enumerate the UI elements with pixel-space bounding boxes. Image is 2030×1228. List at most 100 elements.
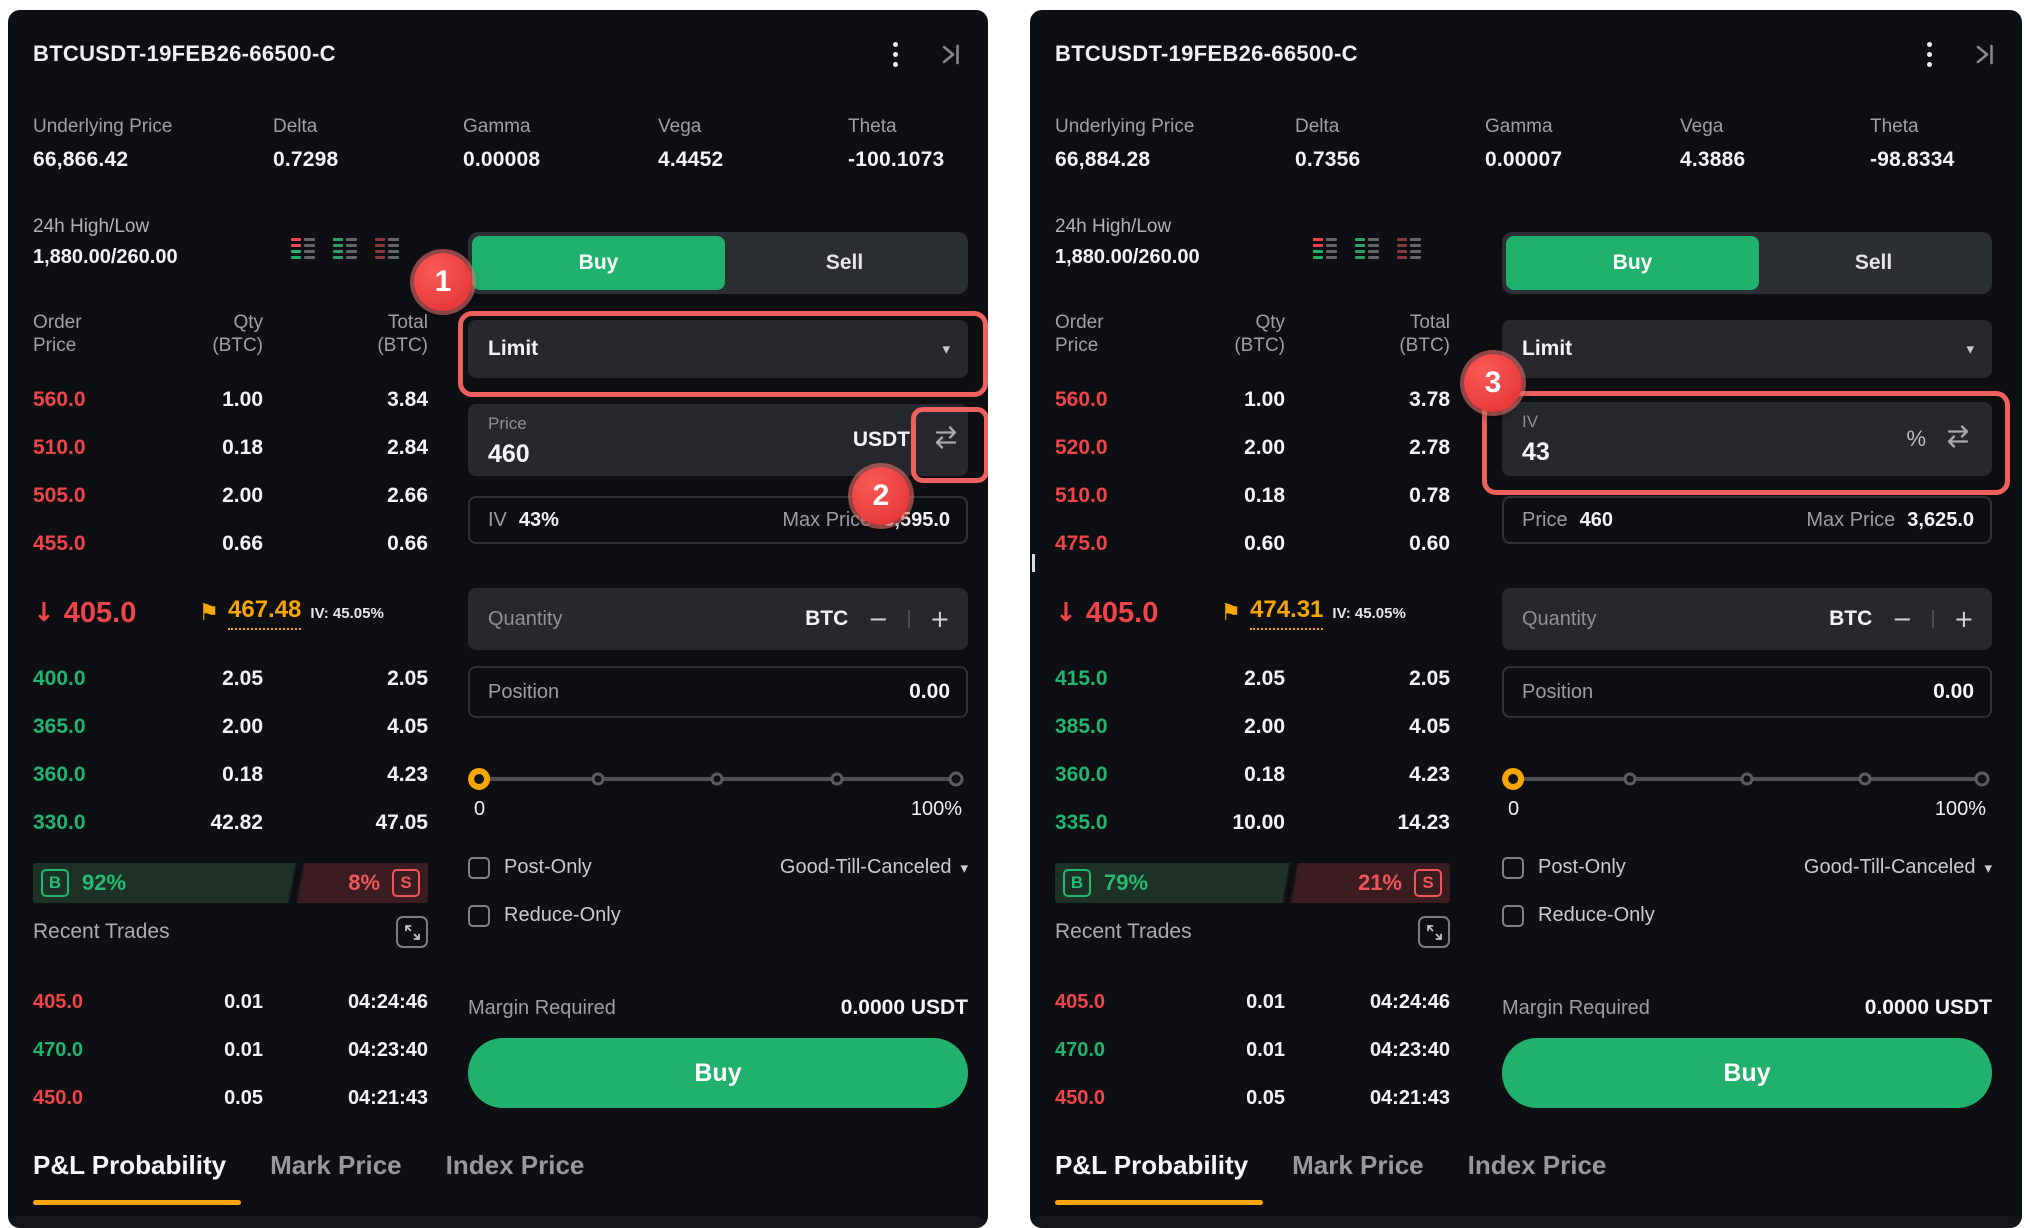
vega-value: 4.3886 — [1680, 148, 1746, 171]
collapse-panel-icon[interactable] — [936, 41, 963, 68]
iv-summary-row: IV 43% Max Price 3,595.0 — [468, 496, 968, 544]
quantity-input[interactable]: Quantity BTC − + — [468, 588, 968, 650]
quantity-decrease-button[interactable]: − — [1892, 605, 1913, 633]
tab-mark-price[interactable]: Mark Price — [270, 1150, 402, 1180]
orderbook-bids-view-icon[interactable] — [333, 238, 357, 260]
tab-pnl-probability[interactable]: P&L Probability — [33, 1150, 227, 1180]
bids-list: 415.0 2.05 2.05 385.0 2.00 4.05 360.0 0.18 4.2… — [1055, 655, 1450, 847]
margin-required-label: Margin Required — [1502, 996, 1650, 1019]
gamma-value: 0.00007 — [1485, 148, 1563, 171]
post-only-label: Post-Only — [1538, 856, 1626, 878]
mark-price[interactable]: 474.31 — [1250, 596, 1324, 630]
quantity-increase-button[interactable]: + — [929, 605, 950, 633]
slider-handle[interactable] — [1502, 768, 1525, 790]
bid-row[interactable]: 360.0 0.18 4.23 — [33, 763, 428, 786]
price-iv-swap-icon[interactable] — [930, 424, 962, 457]
delta-label: Delta — [273, 116, 318, 137]
bid-row[interactable]: 415.0 2.05 2.05 — [1055, 667, 1450, 690]
order-type-select[interactable]: Limit ▾ — [468, 320, 968, 378]
orderbook-header: Order Price Qty (BTC) Total (BTC) — [1055, 312, 1450, 358]
expand-trades-icon[interactable] — [1418, 916, 1450, 948]
bid-row[interactable]: 360.0 0.18 4.23 — [1055, 763, 1450, 786]
bid-row[interactable]: 385.0 2.00 4.05 — [1055, 715, 1450, 738]
post-only-checkbox[interactable] — [468, 856, 490, 879]
delta-label: Delta — [1295, 116, 1340, 137]
recent-trades-title: Recent Trades — [33, 920, 170, 943]
post-only-checkbox[interactable] — [1502, 856, 1524, 879]
orderbook-both-view-icon[interactable] — [1313, 238, 1337, 260]
bid-row[interactable]: 365.0 2.00 4.05 — [33, 715, 428, 738]
orderbook-asks-view-icon[interactable] — [375, 238, 399, 260]
quantity-input[interactable]: Quantity BTC − + — [1502, 588, 1992, 650]
submit-buy-button[interactable]: Buy — [468, 1038, 968, 1108]
orderbook-bids-view-icon[interactable] — [1355, 238, 1379, 260]
buy-tab[interactable]: Buy — [1506, 236, 1759, 290]
tab-mark-price[interactable]: Mark Price — [1292, 1150, 1424, 1180]
theta-value: -100.1073 — [848, 148, 945, 171]
orderbook-asks-view-icon[interactable] — [1397, 238, 1421, 260]
trade-row: 450.0 0.05 04:21:43 — [1055, 1086, 1450, 1109]
chevron-down-icon: ▾ — [1966, 340, 1974, 358]
tab-index-price[interactable]: Index Price — [445, 1150, 585, 1180]
time-in-force-select[interactable]: Good-Till-Canceled ▾ — [779, 856, 968, 878]
panel-header: BTCUSDT-19FEB26-66500-C — [33, 34, 963, 74]
annotation-step-3: 3 — [1464, 354, 1522, 412]
time-in-force-select[interactable]: Good-Till-Canceled ▾ — [1803, 856, 1992, 878]
sell-tab[interactable]: Sell — [1854, 251, 1893, 274]
sell-ratio-badge: S — [1414, 869, 1442, 897]
orderbook-both-view-icon[interactable] — [291, 238, 315, 260]
buy-ratio-badge: B — [41, 869, 69, 897]
order-type-select[interactable]: Limit ▾ — [1502, 320, 1992, 378]
annotation-step-1: 1 — [414, 253, 472, 311]
last-price-row: ↓ 405.0 ⚑ 474.31 IV: 45.05% — [1055, 588, 1475, 638]
expand-trades-icon[interactable] — [396, 916, 428, 948]
ask-row[interactable]: 455.0 0.66 0.66 — [33, 532, 428, 555]
ask-row[interactable]: 520.0 2.00 2.78 — [1055, 436, 1450, 459]
quantity-decrease-button[interactable]: − — [868, 605, 889, 633]
tab-pnl-probability[interactable]: P&L Probability — [1055, 1150, 1249, 1180]
ask-row[interactable]: 475.0 0.60 0.60 — [1055, 532, 1450, 555]
buy-ratio-badge: B — [1063, 869, 1091, 897]
orderbook-header: Order Price Qty (BTC) Total (BTC) — [33, 312, 428, 358]
slider-handle[interactable] — [468, 768, 491, 790]
sell-tab[interactable]: Sell — [825, 251, 864, 274]
reduce-only-checkbox[interactable] — [468, 904, 490, 927]
post-only-label: Post-Only — [504, 856, 592, 878]
ask-row[interactable]: 505.0 2.00 2.66 — [33, 484, 428, 507]
orderbook-col-total: Total (BTC) — [1399, 312, 1450, 356]
submit-buy-button[interactable]: Buy — [1502, 1038, 1992, 1108]
ask-row[interactable]: 510.0 0.18 0.78 — [1055, 484, 1450, 507]
price-iv-swap-icon[interactable] — [1942, 423, 1974, 456]
sell-ratio-percent: 21% — [1357, 870, 1402, 895]
iv-input[interactable]: IV 43 % — [1502, 402, 1992, 476]
orderbook-col-price: Order Price — [33, 312, 82, 356]
bid-row[interactable]: 335.0 10.00 14.23 — [1055, 811, 1450, 834]
chevron-down-icon: ▾ — [960, 858, 968, 877]
bid-row[interactable]: 400.0 2.05 2.05 — [33, 667, 428, 690]
more-menu-icon[interactable] — [891, 40, 900, 69]
ask-row[interactable]: 560.0 1.00 3.84 — [33, 388, 428, 411]
more-menu-icon[interactable] — [1925, 40, 1934, 69]
price-input[interactable]: Price 460 USDT — [468, 404, 968, 476]
orderbook-col-qty: Qty (BTC) — [212, 312, 263, 356]
ask-row[interactable]: 510.0 0.18 2.84 — [33, 436, 428, 459]
trade-row: 450.0 0.05 04:21:43 — [33, 1086, 428, 1109]
iv-input-value: 43 — [1522, 438, 1550, 466]
recent-trades-list: 405.0 0.01 04:24:46 470.0 0.01 04:23:40 450.… — [33, 978, 428, 1122]
ask-row[interactable]: 560.0 1.00 3.78 — [1055, 388, 1450, 411]
options-order-panel-left: BTCUSDT-19FEB26-66500-C Underlying Price… — [8, 10, 988, 1228]
quantity-slider[interactable] — [1502, 768, 1990, 790]
active-tab-underline — [1055, 1200, 1263, 1205]
tab-index-price[interactable]: Index Price — [1467, 1150, 1607, 1180]
panel-header: BTCUSDT-19FEB26-66500-C — [1055, 34, 1997, 74]
recent-trades-title: Recent Trades — [1055, 920, 1192, 943]
mark-price[interactable]: 467.48 — [228, 596, 302, 630]
collapse-panel-icon[interactable] — [1970, 41, 1997, 68]
quantity-slider[interactable] — [468, 768, 964, 790]
bid-row[interactable]: 330.0 42.82 47.05 — [33, 811, 428, 834]
reduce-only-checkbox[interactable] — [1502, 904, 1524, 927]
buy-tab[interactable]: Buy — [472, 236, 725, 290]
quantity-increase-button[interactable]: + — [1953, 605, 1974, 633]
mark-flag-icon: ⚑ — [198, 600, 219, 626]
bottom-tabs: P&L Probability Mark Price Index Price — [33, 1150, 584, 1181]
